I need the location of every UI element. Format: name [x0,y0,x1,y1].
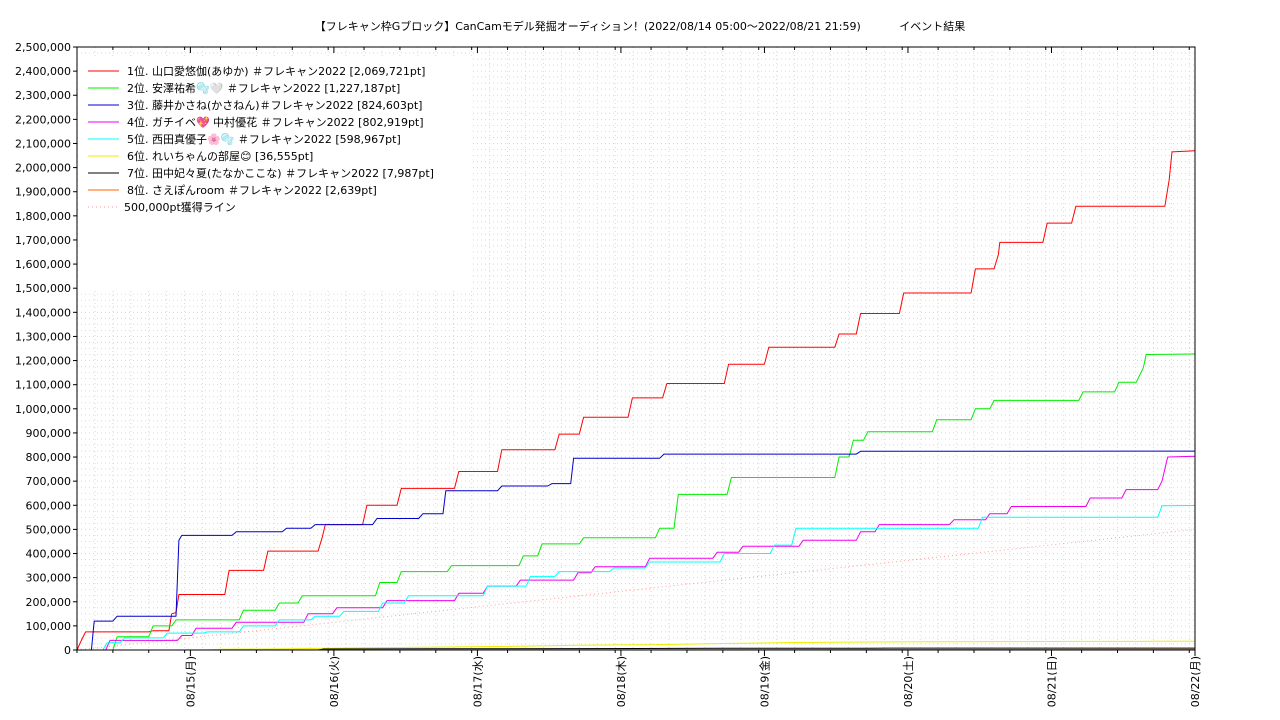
axes: 0 100,000 200,000 300,000 400,000 500,000 600,… [15,41,1202,707]
legend-label: 6位. れいちゃんの部屋😊 [36,555pt] [127,149,313,163]
y-tick-label: 1,100,000 [15,379,71,392]
legend-label: 4位. ガチイベ💖 中村優花 ＃フレキャン2022 [802,919pt] [127,115,424,129]
y-tick-label: 2,100,000 [15,137,71,150]
series-line-7 [318,647,1195,651]
y-tick-label: 200,000 [26,596,72,609]
legend-label: 3位. 藤井かさね(かさねん)＃フレキャン2022 [824,603pt] [127,98,422,112]
y-tick-label: 100,000 [26,620,72,633]
y-tick-label: 1,700,000 [15,234,71,247]
y-tick-label: 600,000 [26,499,72,512]
series-line-4 [105,455,1196,651]
y-tick-label: 300,000 [26,572,72,585]
legend-label: 500,000pt獲得ライン [124,201,236,214]
y-tick-label: 1,600,000 [15,258,71,271]
legend-label: 2位. 安澤祐希🫧🤍 ＃フレキャン2022 [1,227,187pt] [127,81,400,95]
y-tick-label: 1,000,000 [15,403,71,416]
plot-frame [76,46,1196,651]
x-tick-label: 08/15(月) [184,656,197,707]
x-tick-label: 08/18(木) [615,656,628,707]
y-tick-label: 1,300,000 [15,330,71,343]
legend-label: 8位. さえぽんroom ＃フレキャン2022 [2,639pt] [127,183,377,197]
x-tick-label: 08/21(日) [1045,656,1058,707]
series-line-2 [112,353,1196,651]
y-tick-label: 400,000 [26,548,72,561]
y-tick-label: 0 [64,644,71,657]
y-tick-label: 900,000 [26,427,72,440]
y-tick-label: 2,300,000 [15,89,71,102]
series-line-6 [206,640,1196,651]
series-line-3 [90,450,1196,651]
y-tick-label: 700,000 [26,475,72,488]
y-tick-label: 500,000 [26,523,72,536]
legend-box [80,58,472,291]
y-tick-label: 1,400,000 [15,306,71,319]
series-line-1 [76,150,1196,651]
chart-title: 【フレキャン枠Gブロック】CanCamモデル発掘オーディション！(2022/08… [314,20,966,33]
y-tick-label: 1,800,000 [15,210,71,223]
legend-label: 7位. 田中妃々夏(たなかここな) ＃フレキャン2022 [7,987pt] [127,166,434,180]
y-tick-label: 1,200,000 [15,355,71,368]
reference-lines [76,528,1196,651]
y-tick-label: 2,200,000 [15,113,71,126]
y-tick-label: 1,500,000 [15,282,71,295]
legend-label: 1位. 山口愛悠伽(あゆか) ＃フレキャン2022 [2,069,721pt] [127,64,425,78]
series-line-9 [76,528,1196,651]
y-tick-label: 2,500,000 [15,41,71,54]
x-tick-label: 08/16(火) [328,656,341,707]
legend-label: 5位. 西田真優子🌸🫧 ＃フレキャン2022 [598,967pt] [127,132,401,146]
legend: 1位. 山口愛悠伽(あゆか) ＃フレキャン2022 [2,069,721pt] 2… [80,58,472,291]
y-tick-label: 2,400,000 [15,65,71,78]
x-tick-label: 08/22(月) [1189,656,1202,707]
series-line-5 [102,505,1196,651]
x-tick-label: 08/19(金) [757,656,771,707]
y-tick-label: 2,000,000 [15,162,71,175]
y-tick-label: 1,900,000 [15,186,71,199]
x-tick-label: 08/17(水) [471,656,484,707]
x-tick-label: 08/20(土) [902,656,915,707]
y-tick-label: 800,000 [26,451,72,464]
